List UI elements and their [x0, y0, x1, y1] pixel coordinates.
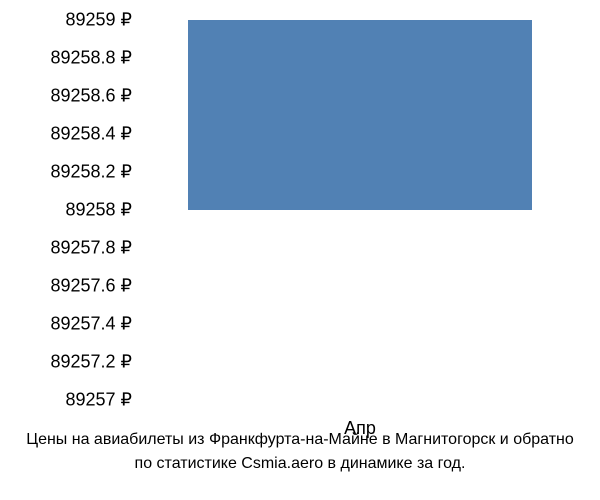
y-tick-label: 89257.4 ₽	[50, 314, 132, 335]
y-tick-label: 89258.6 ₽	[50, 86, 132, 107]
y-tick-label: 89258.2 ₽	[50, 162, 132, 183]
caption-line-2: по статистике Csmia.aero в динамике за г…	[0, 452, 600, 475]
y-axis: 89259 ₽89258.8 ₽89258.6 ₽89258.4 ₽89258.…	[0, 20, 140, 400]
y-tick-label: 89257 ₽	[65, 390, 132, 411]
y-tick-label: 89258.8 ₽	[50, 48, 132, 69]
plot-area: Апр	[140, 20, 580, 400]
y-tick-label: 89258 ₽	[65, 200, 132, 221]
chart-area: 89259 ₽89258.8 ₽89258.6 ₽89258.4 ₽89258.…	[0, 20, 600, 400]
y-tick-label: 89257.8 ₽	[50, 238, 132, 259]
y-tick-label: 89258.4 ₽	[50, 124, 132, 145]
bar	[188, 20, 531, 210]
caption-line-1: Цены на авиабилеты из Франкфурта-на-Майн…	[0, 428, 600, 451]
y-tick-label: 89257.6 ₽	[50, 276, 132, 297]
y-tick-label: 89259 ₽	[65, 10, 132, 31]
y-tick-label: 89257.2 ₽	[50, 352, 132, 373]
